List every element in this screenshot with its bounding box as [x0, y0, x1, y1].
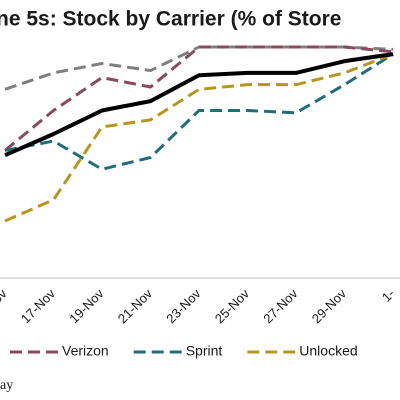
x-tick-label: 23-Nov — [163, 286, 204, 327]
x-tick-label: 17-Nov — [18, 286, 59, 327]
series-line — [4, 52, 394, 171]
legend-label: Sprint — [186, 343, 223, 359]
x-tick-label: 1- — [379, 286, 398, 305]
series-line — [4, 52, 394, 157]
x-tick-label: 25-Nov — [212, 286, 253, 327]
x-tick-label: 19-Nov — [66, 286, 107, 327]
x-tick-label: Nov — [0, 286, 10, 313]
x-tick-label: 21-Nov — [115, 286, 156, 327]
chart-title: ne 5s: Stock by Carrier (% of Store — [0, 8, 341, 31]
series-line — [4, 45, 394, 91]
legend-label: Verizon — [62, 343, 109, 359]
legend-label: Unlocked — [299, 343, 357, 359]
series-line — [4, 52, 394, 223]
series-line — [4, 45, 394, 152]
x-tick-label: 29-Nov — [309, 286, 350, 327]
footer: ay — [0, 378, 13, 393]
x-tick-label: 27-Nov — [260, 286, 301, 327]
